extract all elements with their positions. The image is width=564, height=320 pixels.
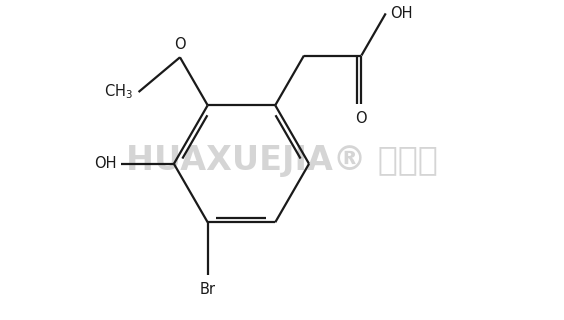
Text: OH: OH xyxy=(94,156,116,171)
Text: CH$_3$: CH$_3$ xyxy=(104,83,133,101)
Text: O: O xyxy=(174,37,186,52)
Text: O: O xyxy=(355,111,367,126)
Text: OH: OH xyxy=(390,6,412,21)
Text: HUAXUEJIA® 化学加: HUAXUEJIA® 化学加 xyxy=(126,144,438,177)
Text: Br: Br xyxy=(200,282,215,297)
